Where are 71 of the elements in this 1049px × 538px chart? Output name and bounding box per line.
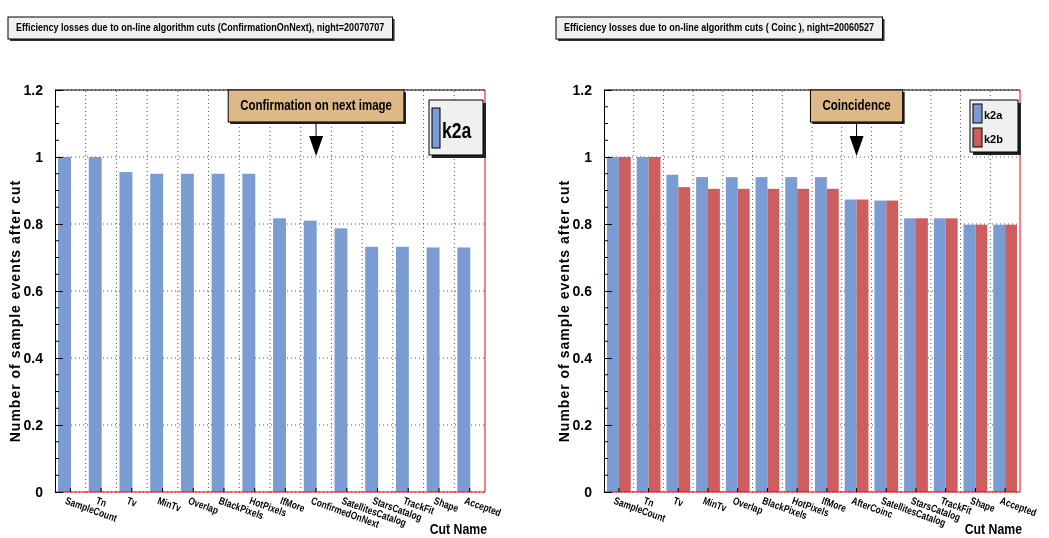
bar — [737, 188, 750, 492]
bar — [767, 188, 780, 492]
bar — [334, 228, 348, 492]
bar — [58, 157, 71, 492]
bar — [180, 173, 194, 492]
bar — [88, 157, 102, 492]
bar — [303, 220, 317, 492]
bar — [755, 177, 768, 492]
bar — [814, 177, 827, 492]
bar — [636, 157, 649, 492]
y-tick-label: 1 — [35, 148, 44, 165]
bar — [395, 246, 409, 492]
bar — [826, 188, 839, 492]
bar — [648, 157, 661, 492]
y-tick-label: 0.4 — [572, 349, 593, 366]
bar — [696, 177, 708, 492]
bar — [211, 173, 225, 492]
bar — [856, 199, 869, 492]
bar — [150, 173, 164, 492]
bar — [797, 188, 810, 492]
annotation: Confirmation on next image — [240, 96, 392, 114]
y-tick-label: 0 — [35, 483, 44, 500]
y-tick-label: 0.6 — [572, 282, 593, 299]
bar — [725, 177, 738, 492]
bar — [993, 224, 1006, 492]
x-tick-label: Tv — [125, 494, 140, 510]
bar — [119, 172, 133, 492]
annotation: Coincidence — [822, 96, 891, 114]
y-axis-title: Number of sample events after cut — [556, 179, 572, 443]
x-tick-label: MinTv — [155, 494, 184, 515]
bar — [874, 200, 887, 492]
y-tick-label: 0.8 — [23, 215, 44, 232]
legend-label: k2a — [984, 109, 1004, 121]
bar — [975, 224, 988, 492]
bar — [365, 246, 379, 492]
y-tick-label: 0.2 — [23, 416, 44, 433]
x-axis-title: Cut Name — [964, 520, 1023, 538]
bar — [963, 224, 976, 492]
bar — [1005, 224, 1018, 492]
x-axis-title: Cut Name — [429, 520, 488, 538]
legend-label: k2b — [984, 133, 1004, 145]
y-tick-label: 1 — [584, 148, 593, 165]
x-tick-label: Tv — [671, 494, 686, 510]
bar — [606, 157, 619, 492]
chart-title: Efficiency losses due to on-line algorithm cuts (ConfirmationOnNext), night=20070707 — [16, 21, 385, 34]
bar — [426, 247, 440, 492]
bar — [666, 174, 679, 492]
y-tick-label: 0 — [584, 483, 593, 500]
y-tick-label: 1.2 — [23, 81, 44, 98]
y-tick-label: 0.6 — [23, 282, 44, 299]
bar — [886, 200, 899, 492]
chart-title: Efficiency losses due to on-line algorithm cuts ( Coinc ), night=20060527 — [564, 21, 875, 34]
bar — [904, 218, 916, 492]
y-tick-label: 0.2 — [572, 416, 593, 433]
bar — [945, 218, 958, 492]
bar — [457, 247, 471, 492]
bar — [785, 177, 798, 492]
bar — [844, 199, 857, 492]
bar — [933, 218, 946, 492]
y-tick-label: 0.4 — [23, 349, 44, 366]
bar — [678, 187, 691, 492]
y-axis-title: Number of sample events after cut — [7, 179, 23, 443]
bar — [916, 218, 928, 492]
bar — [242, 173, 256, 492]
bar — [708, 188, 720, 492]
x-tick-label: MinTv — [701, 494, 729, 515]
bar — [618, 157, 631, 492]
y-tick-label: 1.2 — [572, 81, 593, 98]
bar — [273, 218, 286, 492]
legend-label: k2a — [442, 118, 473, 143]
y-tick-label: 0.8 — [572, 215, 593, 232]
